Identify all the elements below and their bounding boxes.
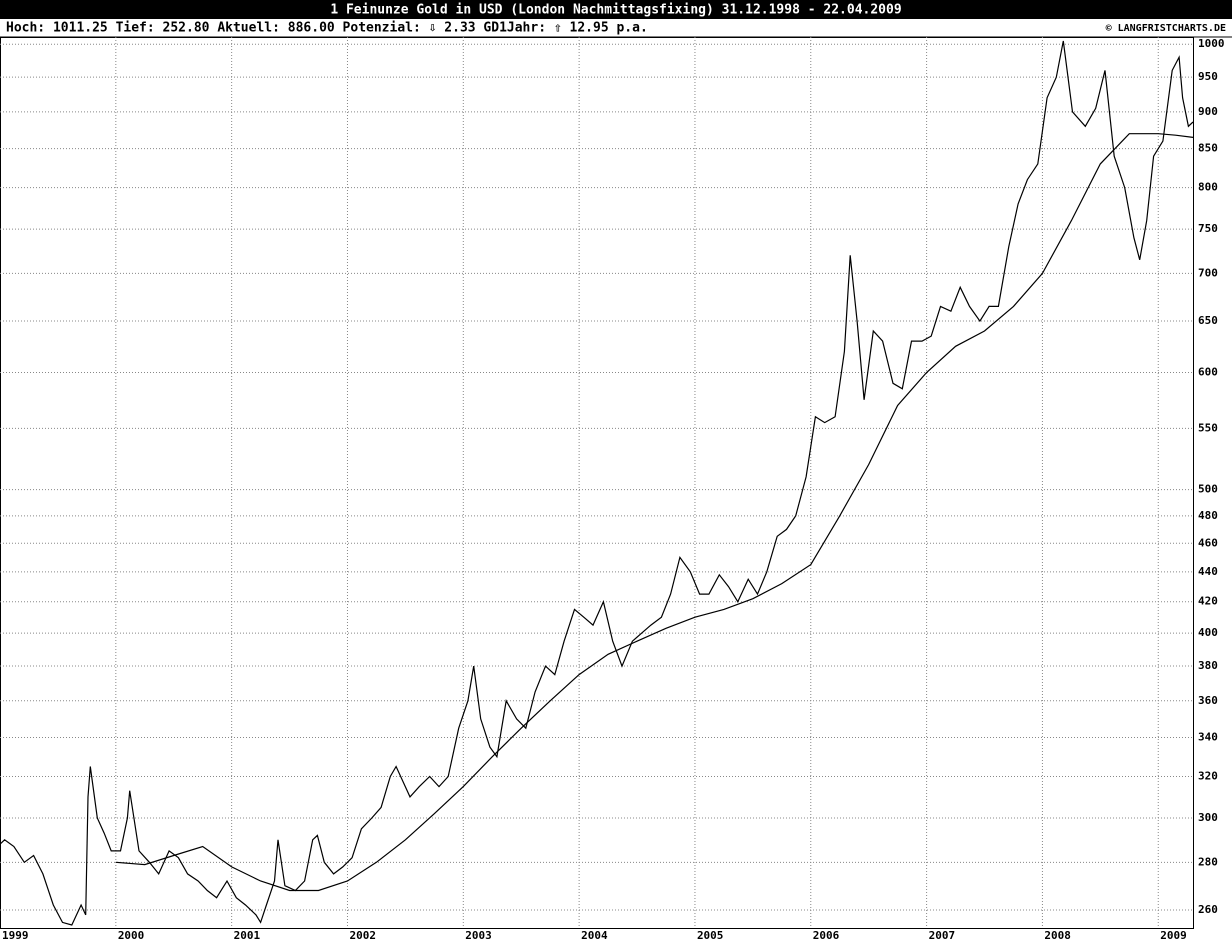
y-tick-label: 460 xyxy=(1198,536,1218,549)
x-tick-label: 2003 xyxy=(465,929,492,942)
y-tick-label: 380 xyxy=(1198,659,1218,672)
y-tick-label: 480 xyxy=(1198,509,1218,522)
x-tick-label: 1999 xyxy=(2,929,29,942)
y-tick-label: 400 xyxy=(1198,626,1218,639)
chart-title: 1 Feinunze Gold in USD (London Nachmitta… xyxy=(330,3,901,18)
y-tick-label: 600 xyxy=(1198,365,1218,378)
y-tick-label: 260 xyxy=(1198,903,1218,916)
subtitle: Hoch: 1011.25 Tief: 252.80 Aktuell: 886.… xyxy=(6,21,648,36)
y-tick-label: 900 xyxy=(1198,105,1218,118)
y-tick-label: 280 xyxy=(1198,855,1218,868)
x-tick-label: 2009 xyxy=(1160,929,1187,942)
x-tick-label: 2001 xyxy=(234,929,261,942)
y-tick-label: 440 xyxy=(1198,565,1218,578)
y-tick-label: 320 xyxy=(1198,770,1218,783)
x-tick-label: 2008 xyxy=(1044,929,1071,942)
y-tick-label: 340 xyxy=(1198,731,1218,744)
y-tick-label: 420 xyxy=(1198,595,1218,608)
x-tick-label: 2005 xyxy=(697,929,724,942)
x-tick-label: 2002 xyxy=(349,929,376,942)
y-tick-label: 550 xyxy=(1198,421,1218,434)
y-tick-label: 1000 xyxy=(1198,37,1225,50)
y-tick-label: 700 xyxy=(1198,266,1218,279)
y-tick-label: 300 xyxy=(1198,811,1218,824)
price-line xyxy=(115,133,1194,892)
y-tick-label: 750 xyxy=(1198,222,1218,235)
y-tick-label: 850 xyxy=(1198,142,1218,155)
price-line xyxy=(0,40,1194,926)
y-tick-label: 650 xyxy=(1198,314,1218,327)
title-bar xyxy=(0,0,1232,19)
source: © LANGFRISTCHARTS.DE xyxy=(1106,23,1226,34)
x-tick-label: 2006 xyxy=(813,929,840,942)
y-tick-label: 800 xyxy=(1198,181,1218,194)
y-tick-label: 950 xyxy=(1198,70,1218,83)
plot-frame xyxy=(0,37,1194,929)
y-tick-label: 360 xyxy=(1198,694,1218,707)
y-tick-label: 500 xyxy=(1198,483,1218,496)
x-tick-label: 2000 xyxy=(118,929,145,942)
x-tick-label: 2007 xyxy=(929,929,956,942)
x-tick-label: 2004 xyxy=(581,929,608,942)
